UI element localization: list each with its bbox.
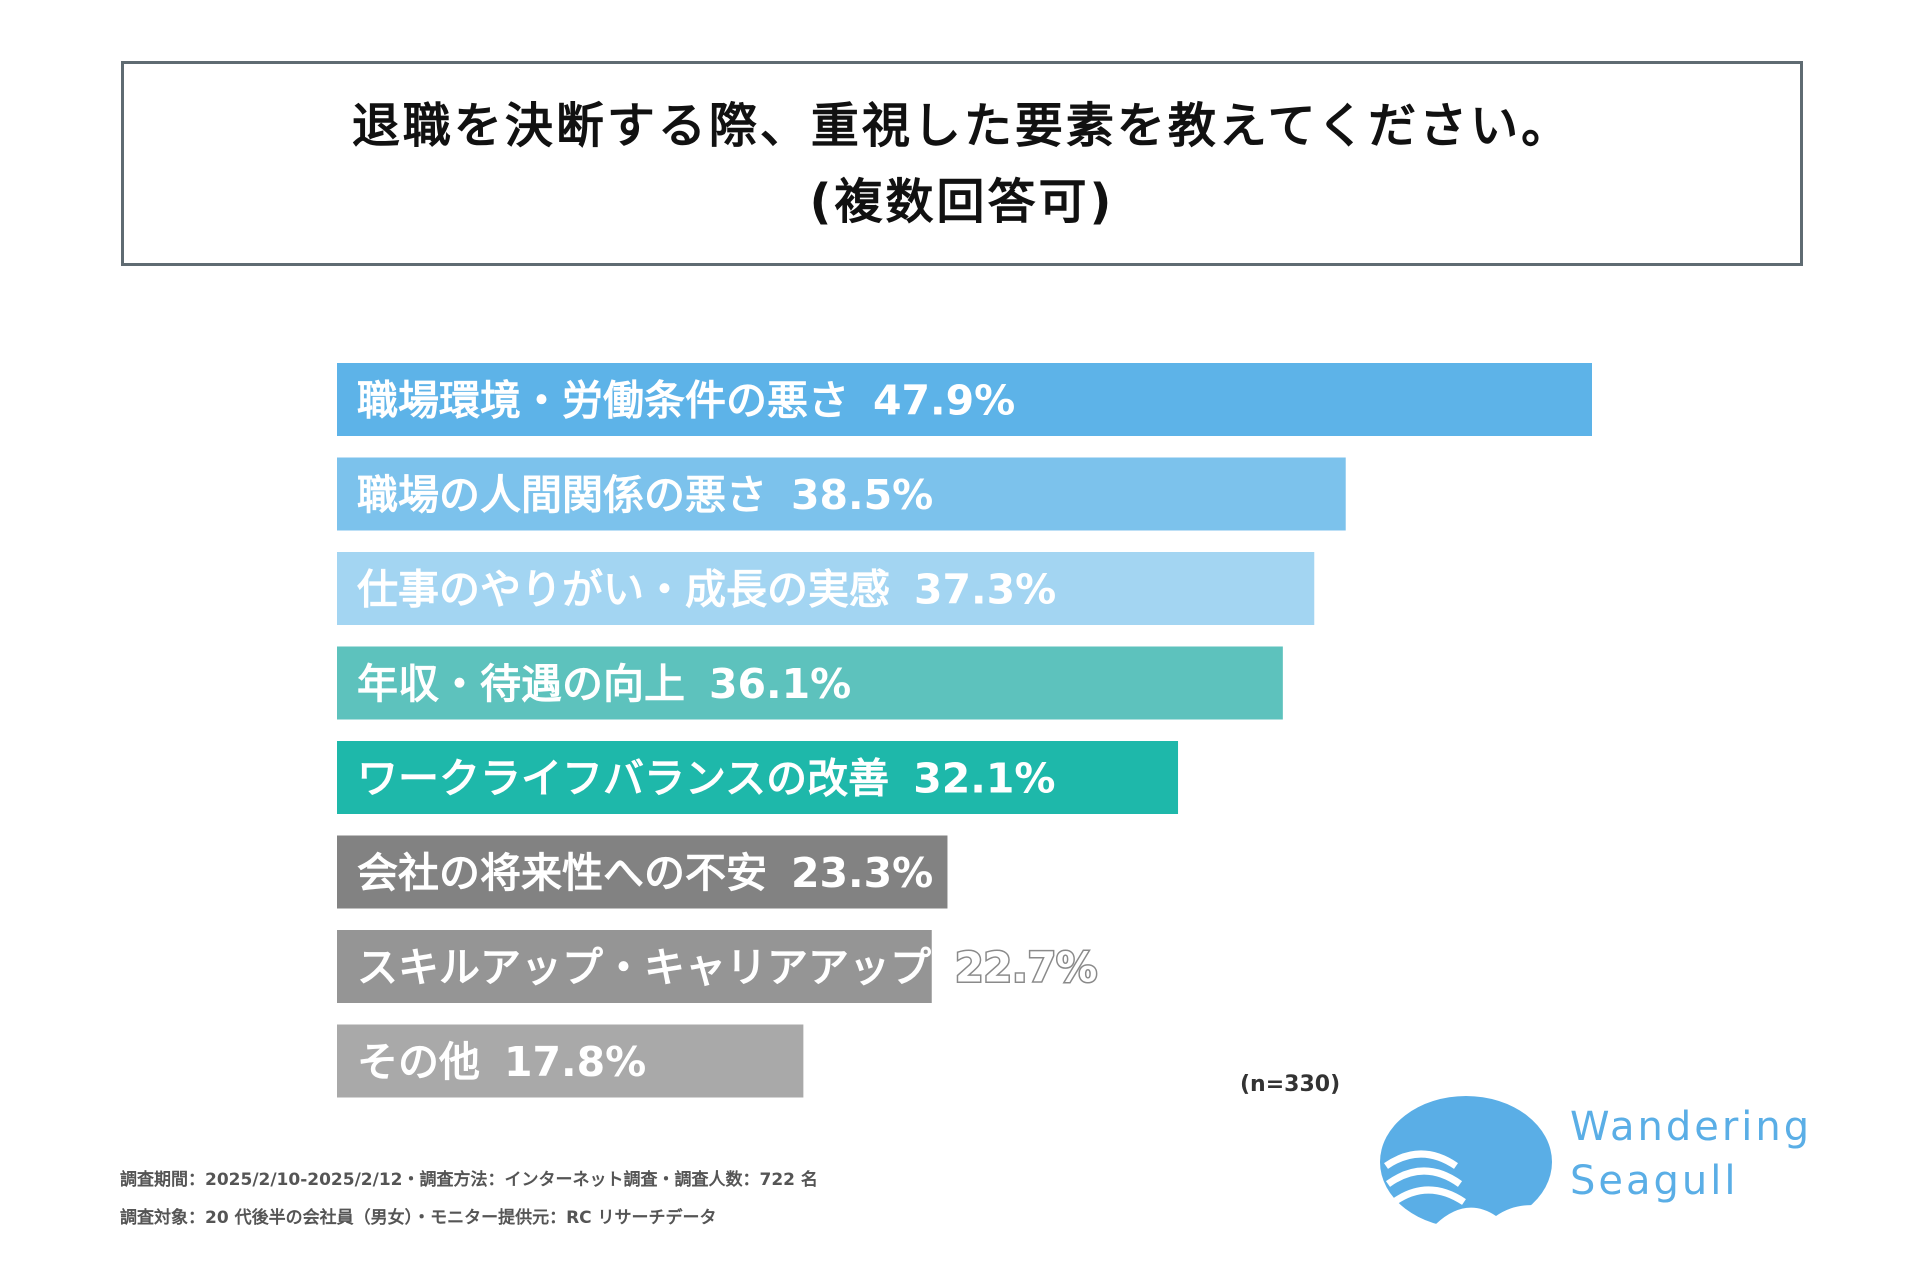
bar-6 (337, 835, 948, 909)
sample-size-label: (n=330) (1240, 1072, 1341, 1097)
value-label-6: 23.3% (791, 849, 933, 897)
category-label-1: 職場環境・労働条件の悪さ (357, 377, 849, 425)
value-label-1: 47.9% (873, 377, 1015, 425)
logo-text-line1: Wandering (1570, 1104, 1813, 1150)
chart-title: 退職を決断する際、重視した要素を教えてください。 (351, 97, 1573, 154)
category-label-4: 年収・待遇の向上 (357, 660, 685, 708)
category-label-6: 会社の将来性への不安 (357, 849, 767, 897)
bar-label-6: 会社の将来性への不安 23.3% (357, 849, 933, 897)
wandering-seagull-logo: Wandering Seagull (1376, 1092, 1809, 1232)
category-label-8: その他 (357, 1038, 480, 1086)
bar-4 (337, 646, 1283, 720)
bar-1 (337, 363, 1592, 436)
value-label-4: 36.1% (709, 660, 851, 708)
bar-label-3: 仕事のやりがい・成長の実感 37.3% (357, 566, 1056, 614)
bar-label-5: ワークライフバランスの改善 32.1% (357, 755, 1055, 803)
value-label-3: 37.3% (914, 566, 1056, 614)
bar-label-7: スキルアップ・キャリアアップ 22.7% (357, 944, 1097, 992)
bar-7 (337, 930, 932, 1003)
bar-label-1: 職場環境・労働条件の悪さ 47.9% (357, 377, 1015, 425)
seagull-wave-icon (1380, 1096, 1552, 1232)
category-label-3: 仕事のやりがい・成長の実感 (357, 566, 890, 614)
bar-2 (337, 457, 1346, 531)
bar-5 (337, 741, 1179, 814)
logo-text-line2: Seagull (1570, 1158, 1739, 1204)
title-box: 退職を決断する際、重視した要素を教えてください。 (複数回答可) (121, 61, 1803, 266)
bar-label-8: その他 17.8% (357, 1038, 646, 1086)
survey-footnote-target: 調査対象：20 代後半の会社員（男女）・モニター提供元：RC リサーチデータ (120, 1208, 717, 1228)
bar-label-2: 職場の人間関係の悪さ 38.5% (357, 471, 933, 519)
survey-footnote-period: 調査期間：2025/2/10-2025/2/12・調査方法：インターネット調査・… (120, 1170, 818, 1190)
value-label-7: 22.7% (955, 944, 1097, 992)
category-label-2: 職場の人間関係の悪さ (357, 471, 767, 519)
bar-label-4: 年収・待遇の向上 36.1% (357, 660, 851, 708)
chart-subtitle: (複数回答可) (809, 173, 1115, 230)
bar-8 (337, 1024, 804, 1098)
category-label-7: スキルアップ・キャリアアップ (357, 944, 931, 992)
value-label-5: 32.1% (913, 755, 1055, 803)
bar-3 (337, 552, 1315, 625)
value-label-8: 17.8% (504, 1038, 646, 1086)
value-label-2: 38.5% (791, 471, 933, 519)
category-label-5: ワークライフバランスの改善 (357, 755, 889, 803)
